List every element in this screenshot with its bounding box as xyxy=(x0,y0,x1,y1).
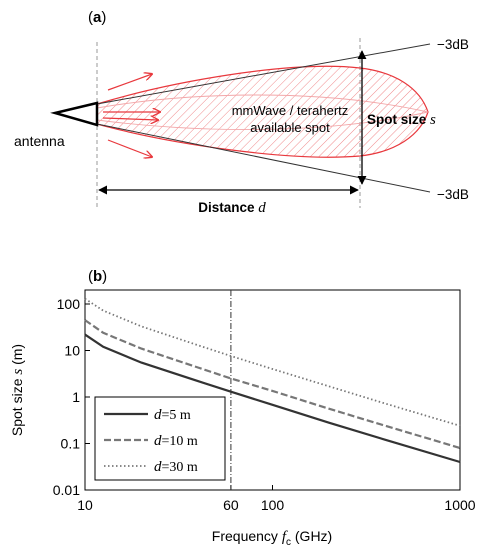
antenna-label: antenna xyxy=(14,133,65,149)
x-tick-label: 10 xyxy=(77,497,93,513)
propagation-arrow-center-2 xyxy=(102,118,158,120)
y-tick-label: 0.1 xyxy=(61,435,81,451)
panel-a: (a) −3dB −3dB antenna mmWave / terahertz… xyxy=(14,9,469,216)
series-line-3 xyxy=(84,297,461,427)
beam-text-line1: mmWave / terahertz xyxy=(232,103,349,118)
distance-label: Distance d xyxy=(198,200,266,216)
y-tick-label: 10 xyxy=(64,342,80,358)
edge-label-top: −3dB xyxy=(437,37,469,52)
legend-label-1: d=5 m xyxy=(154,407,191,423)
x-tick-label: 100 xyxy=(261,497,285,513)
y-axis-ticks: 100 10 1 0.1 0.01 xyxy=(53,296,90,498)
beam-text-line2: available spot xyxy=(250,120,330,135)
x-axis-ticks: 10 60 100 1000 xyxy=(77,485,476,513)
y-tick-label: 0.01 xyxy=(53,482,80,498)
y-axis-label: Spot size s (m) xyxy=(9,344,26,436)
legend-label-2: d=10 m xyxy=(154,433,198,449)
beam-inner-curve-top xyxy=(96,94,429,113)
x-tick-label: 1000 xyxy=(444,497,475,513)
y-tick-label: 100 xyxy=(57,296,81,312)
antenna-icon xyxy=(50,101,99,127)
x-tick-label: 60 xyxy=(223,497,239,513)
y-tick-label: 1 xyxy=(72,389,80,405)
series-group xyxy=(84,297,461,464)
edge-line-top xyxy=(96,43,431,105)
x-axis-label: Frequency fc (GHz) xyxy=(212,528,332,548)
panel-b: (b) 100 10 1 0.1 0.01 10 60 100 1000 d=5 m d=10 … xyxy=(9,268,476,548)
panel-b-label: (b) xyxy=(88,268,107,285)
panel-a-label: (a) xyxy=(88,9,106,26)
spot-size-label: Spot size s xyxy=(367,112,436,128)
edge-line-bottom xyxy=(96,123,431,193)
legend: d=5 m d=10 m d=30 m xyxy=(94,396,226,481)
propagation-arrow-up xyxy=(107,74,152,91)
propagation-arrow-down xyxy=(107,139,152,157)
series-line-2 xyxy=(84,319,461,450)
edge-label-bottom: −3dB xyxy=(437,187,469,202)
legend-label-3: d=30 m xyxy=(154,459,198,475)
series-line-1 xyxy=(84,333,461,464)
beam-inner-curve-bottom xyxy=(96,111,429,130)
